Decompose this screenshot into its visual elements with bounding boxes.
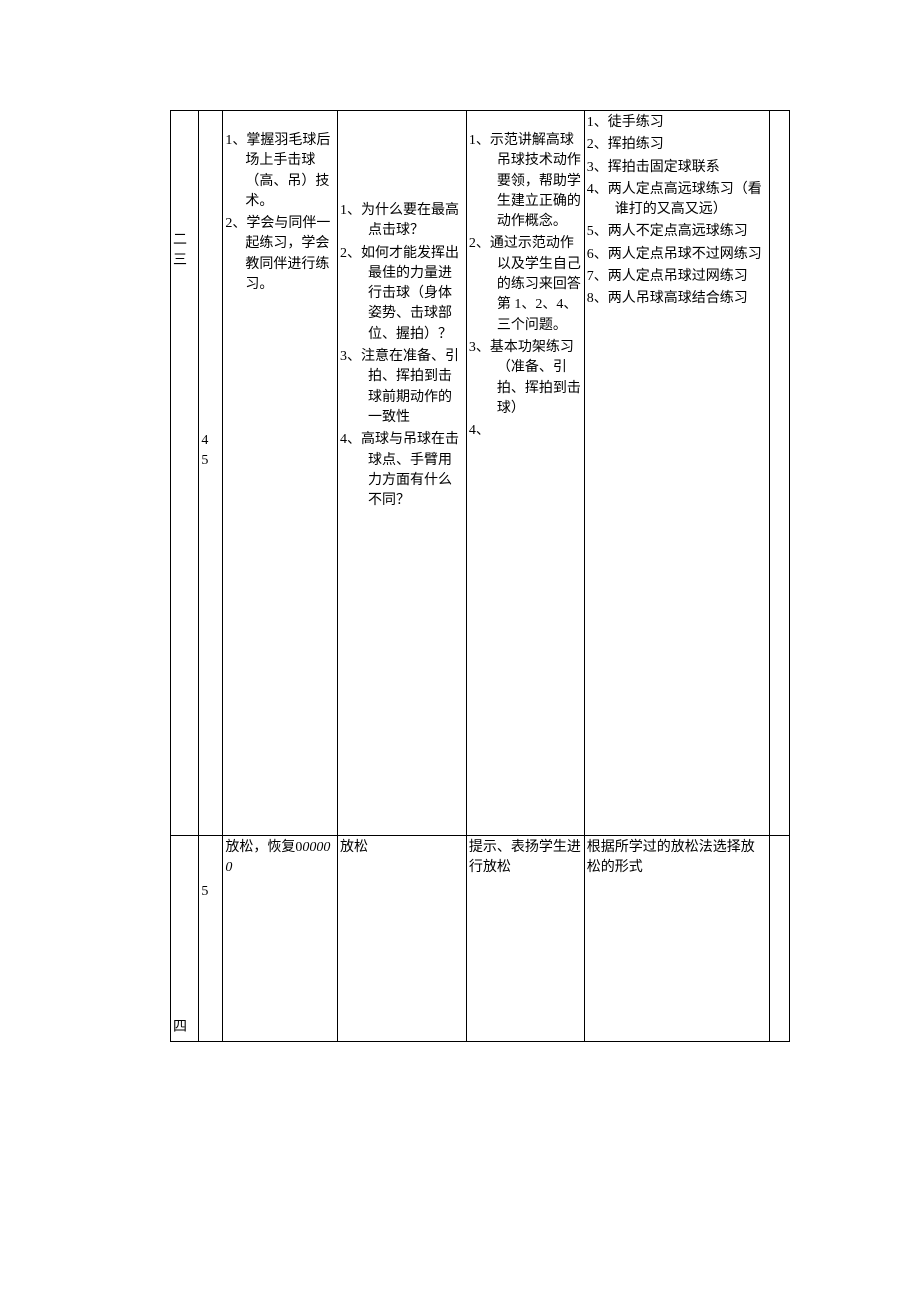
phase-cell: 二三 (171, 111, 199, 836)
list-item: 8、两人吊球高球结合练习 (587, 289, 768, 309)
list-item: 4、 (469, 421, 582, 441)
time-cell: 45 (199, 111, 223, 836)
key-questions-cell: 放松 (338, 836, 467, 1042)
list-item: 4、两人定点高远球练习（看谁打的又高又远） (587, 180, 768, 221)
empty-cell (770, 111, 790, 836)
list-item: 1、为什么要在最高点击球？ (340, 201, 464, 242)
list-item: 1、示范讲解高球吊球技术动作要领，帮助学生建立正确的动作概念。 (469, 131, 582, 232)
objective-text: 放松，恢复0 (225, 840, 302, 855)
empty-cell (770, 836, 790, 1042)
document-page: 二三 45 1、掌握羽毛球后场上手击球（高、吊）技术。 2、学会与同伴一起练习，… (0, 0, 920, 1102)
teacher-activity-cell: 提示、表扬学生进行放松 (466, 836, 584, 1042)
phase-text: 二三 (173, 233, 187, 268)
list-item: 6、两人定点吊球不过网练习 (587, 245, 768, 265)
list-item: 3、注意在准备、引拍、挥拍到击球前期动作的一致性 (340, 347, 464, 428)
teacher-activity-list: 1、示范讲解高球吊球技术动作要领，帮助学生建立正确的动作概念。 2、通过示范动作… (469, 131, 582, 441)
key-questions-list: 1、为什么要在最高点击球？ 2、如何才能发挥出最佳的力量进行击球（身体姿势、击球… (340, 201, 464, 511)
table-row: 四 5 放松，恢复000000 放松 提示、表扬学生进行放松 根据所学过的放松法… (171, 836, 790, 1042)
time-text: 45 (201, 433, 208, 468)
teacher-activity-cell: 1、示范讲解高球吊球技术动作要领，帮助学生建立正确的动作概念。 2、通过示范动作… (466, 111, 584, 836)
time-cell: 5 (199, 836, 223, 1042)
list-item: 4、高球与吊球在击球点、手臂用力方面有什么不同？ (340, 430, 464, 511)
objective-list: 1、掌握羽毛球后场上手击球（高、吊）技术。 2、学会与同伴一起练习，学会教同伴进… (225, 131, 335, 295)
list-item: 2、通过示范动作以及学生自己的练习来回答第 1、2、4、三个问题。 (469, 234, 582, 335)
student-activity-text: 根据所学过的放松法选择放松的形式 (587, 840, 755, 875)
key-questions-text: 放松 (340, 840, 368, 855)
key-questions-cell: 1、为什么要在最高点击球？ 2、如何才能发挥出最佳的力量进行击球（身体姿势、击球… (338, 111, 467, 836)
list-item: 1、掌握羽毛球后场上手击球（高、吊）技术。 (225, 131, 335, 212)
list-item: 2、如何才能发挥出最佳的力量进行击球（身体姿势、击球部位、握拍）？ (340, 244, 464, 345)
objective-cell: 1、掌握羽毛球后场上手击球（高、吊）技术。 2、学会与同伴一起练习，学会教同伴进… (223, 111, 338, 836)
list-item: 2、学会与同伴一起练习，学会教同伴进行练习。 (225, 214, 335, 295)
lesson-plan-table: 二三 45 1、掌握羽毛球后场上手击球（高、吊）技术。 2、学会与同伴一起练习，… (170, 110, 790, 1042)
phase-cell: 四 (171, 836, 199, 1042)
list-item: 1、徒手练习 (587, 113, 768, 133)
list-item: 3、挥拍击固定球联系 (587, 158, 768, 178)
student-activity-cell: 根据所学过的放松法选择放松的形式 (584, 836, 770, 1042)
list-item: 3、基本功架练习（准备、引拍、挥拍到击球） (469, 338, 582, 419)
student-activity-cell: 1、徒手练习 2、挥拍练习 3、挥拍击固定球联系 4、两人定点高远球练习（看谁打… (584, 111, 770, 836)
list-item: 2、挥拍练习 (587, 135, 768, 155)
list-item: 5、两人不定点高远球练习 (587, 222, 768, 242)
list-item: 7、两人定点吊球过网练习 (587, 267, 768, 287)
student-activity-list: 1、徒手练习 2、挥拍练习 3、挥拍击固定球联系 4、两人定点高远球练习（看谁打… (587, 113, 768, 310)
time-text: 5 (201, 884, 208, 899)
teacher-activity-text: 提示、表扬学生进行放松 (469, 840, 581, 875)
table-row: 二三 45 1、掌握羽毛球后场上手击球（高、吊）技术。 2、学会与同伴一起练习，… (171, 111, 790, 836)
phase-text: 四 (173, 838, 196, 1038)
objective-cell: 放松，恢复000000 (223, 836, 338, 1042)
